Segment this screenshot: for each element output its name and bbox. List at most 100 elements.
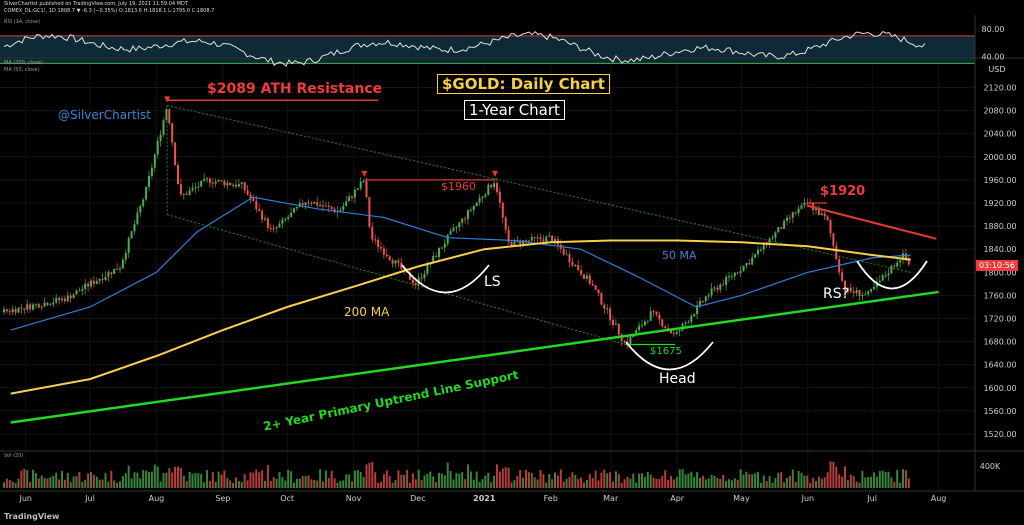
- volume-bar: [90, 471, 92, 488]
- candle-body: [211, 183, 214, 185]
- volume-bar: [359, 471, 362, 488]
- volume-bar: [37, 478, 40, 488]
- volume-bar: [345, 474, 348, 488]
- volume-bar: [443, 475, 446, 488]
- ma200-label: MA (200, close): [4, 60, 43, 66]
- candle-body: [14, 309, 17, 313]
- candle-body: [672, 333, 675, 335]
- volume-bar: [409, 482, 411, 488]
- candle-body: [327, 205, 330, 207]
- volume-bar: [75, 476, 78, 488]
- candle-body: [353, 189, 356, 198]
- volume-bar: [182, 475, 185, 488]
- volume-bar: [261, 470, 264, 488]
- ath-resistance-label: $2089 ATH Resistance: [207, 81, 383, 97]
- volume-bar: [307, 475, 310, 488]
- candle-body: [443, 243, 446, 248]
- volume-bar: [501, 468, 504, 488]
- volume-bar: [655, 478, 658, 488]
- candle-body: [200, 180, 203, 187]
- volume-bar: [32, 469, 34, 488]
- candle-body: [829, 220, 832, 234]
- candle-body: [904, 253, 907, 261]
- candle-body: [783, 220, 786, 229]
- candle-body: [864, 294, 867, 296]
- volume-bar: [510, 482, 513, 488]
- volume-bar: [748, 474, 751, 488]
- candle-body: [545, 236, 548, 242]
- volume-bar: [142, 470, 145, 488]
- volume-bar: [672, 479, 675, 488]
- candle-body: [220, 180, 223, 182]
- volume-bar: [371, 461, 374, 488]
- volume-bar: [826, 472, 829, 488]
- volume-bar: [481, 479, 484, 488]
- candle-body: [20, 307, 23, 309]
- volume-bar: [327, 478, 330, 488]
- candle-body: [414, 283, 417, 285]
- candle-body: [507, 229, 510, 242]
- volume-bar: [110, 470, 113, 488]
- volume-bar: [467, 464, 469, 488]
- volume-bar: [565, 478, 568, 488]
- volume-bar: [121, 476, 124, 488]
- volume-bar: [530, 472, 533, 488]
- volume-bar: [191, 473, 194, 488]
- volume-bar: [374, 472, 377, 488]
- volume-bar: [298, 478, 301, 488]
- volume-bar: [232, 482, 235, 488]
- volume-bar: [525, 470, 527, 488]
- volume-bar: [768, 475, 771, 488]
- candle-body: [591, 283, 594, 286]
- volume-bar: [380, 481, 382, 488]
- volume-bar: [339, 480, 342, 488]
- volume-bar: [397, 470, 400, 488]
- candle-body: [565, 254, 568, 256]
- volume-bar: [632, 473, 635, 488]
- candle-body: [806, 202, 809, 204]
- candle-body: [61, 298, 63, 301]
- volume-bar: [185, 481, 188, 488]
- candle-body: [736, 272, 739, 274]
- volume-bar: [95, 476, 98, 488]
- volume-bar: [687, 473, 690, 488]
- candle-body: [287, 217, 290, 219]
- down-arrow-marker: [164, 96, 171, 103]
- candle-body: [777, 227, 780, 233]
- volume-bar: [66, 472, 69, 488]
- candle-body: [739, 270, 742, 274]
- volume-bar: [719, 479, 722, 488]
- uptrend-support-line: [10, 290, 939, 424]
- candle-body: [826, 216, 829, 221]
- volume-bar: [516, 475, 519, 488]
- candle-body: [687, 321, 690, 323]
- volume-bar: [461, 472, 464, 488]
- candle-body: [632, 335, 635, 338]
- candle-body: [643, 321, 646, 326]
- volume-bar: [730, 480, 733, 488]
- volume-bar: [606, 473, 609, 488]
- candle-body: [539, 237, 542, 240]
- candle-body: [861, 295, 864, 297]
- candle-body: [484, 194, 487, 197]
- volume-bar: [101, 479, 104, 488]
- volume-bar: [806, 475, 809, 488]
- volume-bar: [353, 470, 356, 488]
- candle-body: [235, 184, 237, 187]
- candle-body: [252, 198, 255, 201]
- volume-bar: [484, 475, 487, 488]
- volume-bar: [304, 476, 307, 488]
- candle-body: [365, 181, 368, 198]
- candle-body: [380, 247, 382, 249]
- candle-body: [533, 236, 536, 238]
- candle-body: [168, 109, 171, 124]
- volume-bar: [890, 477, 893, 488]
- candle-body: [858, 290, 861, 297]
- volume-bar: [522, 477, 525, 488]
- candle-body: [159, 134, 162, 141]
- axes: 1520.00 1560.00 1600.00 1640.00 1680.00 1720.…: [0, 15, 1024, 503]
- candle-body: [867, 291, 870, 295]
- candle-body: [446, 234, 449, 244]
- volume-bar: [867, 477, 870, 488]
- volume-bar: [194, 472, 197, 488]
